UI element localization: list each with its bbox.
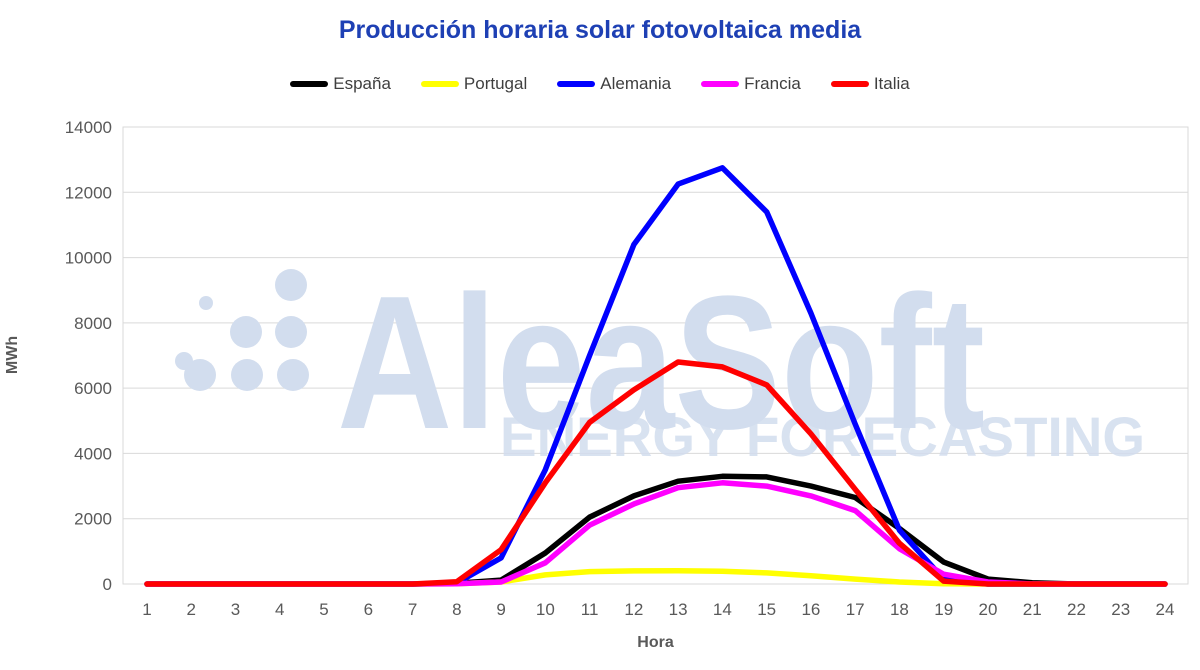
legend-swatch-espana bbox=[290, 81, 329, 87]
y-tick-label: 8000 bbox=[74, 314, 112, 333]
x-tick-label: 24 bbox=[1156, 600, 1175, 619]
legend-label-italia: Italia bbox=[873, 74, 910, 93]
x-tick-label: 15 bbox=[757, 600, 776, 619]
x-tick-label: 14 bbox=[713, 600, 732, 619]
x-tick-label: 18 bbox=[890, 600, 909, 619]
y-tick-label: 4000 bbox=[74, 444, 112, 463]
x-tick-label: 23 bbox=[1111, 600, 1130, 619]
legend-item-alemania: Alemania bbox=[557, 74, 671, 94]
series-line-italia bbox=[144, 359, 1168, 587]
series-line-espana bbox=[144, 473, 1168, 587]
y-tick-label: 10000 bbox=[65, 249, 112, 268]
legend-label-portugal: Portugal bbox=[463, 74, 528, 93]
legend-swatch-italia bbox=[830, 81, 869, 87]
legend-item-italia: Italia bbox=[830, 74, 910, 94]
chart-title: Producción horaria solar fotovoltaica me… bbox=[338, 16, 862, 44]
x-tick-label: 4 bbox=[275, 600, 284, 619]
legend-item-portugal: Portugal bbox=[420, 74, 528, 94]
y-tick-label: 2000 bbox=[74, 510, 112, 529]
legend-label-alemania: Alemania bbox=[600, 74, 672, 93]
x-tick-label: 5 bbox=[319, 600, 328, 619]
x-tick-label: 19 bbox=[934, 600, 953, 619]
legend-item-espana: España bbox=[290, 74, 391, 94]
x-tick-label: 6 bbox=[364, 600, 373, 619]
x-tick-label: 17 bbox=[846, 600, 865, 619]
watermark-logo-dots bbox=[175, 269, 309, 391]
watermark-text-brand: AleaSoft bbox=[337, 257, 985, 469]
x-tick-label: 8 bbox=[452, 600, 461, 619]
plot-border bbox=[122, 126, 1189, 585]
legend-swatch-portugal bbox=[420, 81, 459, 87]
legend-item-francia: Francia bbox=[701, 74, 801, 94]
legend-label-francia: Francia bbox=[744, 74, 801, 93]
x-tick-label: 7 bbox=[408, 600, 417, 619]
y-tick-label: 6000 bbox=[74, 379, 112, 398]
x-axis-title: Hora bbox=[637, 634, 674, 651]
x-tick-label: 9 bbox=[496, 600, 505, 619]
x-tick-label: 3 bbox=[231, 600, 240, 619]
x-tick-label: 20 bbox=[978, 600, 997, 619]
y-tick-label: 14000 bbox=[65, 118, 112, 137]
x-tick-label: 11 bbox=[581, 600, 599, 619]
x-tick-label: 16 bbox=[801, 600, 820, 619]
legend: España Portugal Alemania Francia Italia bbox=[0, 74, 1200, 94]
x-tick-label: 13 bbox=[669, 600, 688, 619]
x-tick-label: 1 bbox=[142, 600, 151, 619]
x-tick-label: 2 bbox=[187, 600, 196, 619]
y-tick-label: 0 bbox=[103, 575, 112, 594]
legend-label-espana: España bbox=[333, 74, 391, 93]
x-tick-label: 10 bbox=[536, 600, 555, 619]
x-tick-label: 12 bbox=[624, 600, 643, 619]
legend-swatch-alemania bbox=[557, 81, 596, 87]
watermark-text-tagline: ENERGY FORECASTING bbox=[500, 405, 1145, 468]
y-tick-label: 12000 bbox=[65, 183, 112, 202]
x-tick-label: 21 bbox=[1023, 600, 1042, 619]
x-tick-label: 22 bbox=[1067, 600, 1086, 619]
legend-swatch-francia bbox=[701, 81, 740, 87]
